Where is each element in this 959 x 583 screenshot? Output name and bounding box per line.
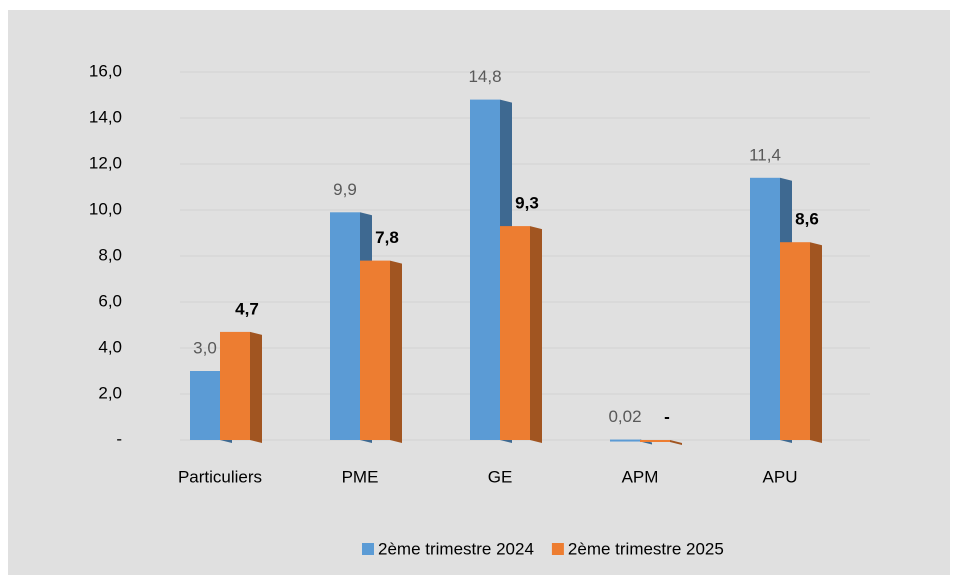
y-tick-label: 12,0 [89,153,122,172]
bar [750,177,780,441]
bar-side [390,260,402,443]
y-tick-label: 6,0 [98,291,122,310]
bar [220,331,250,440]
y-tick-label: 14,0 [89,107,122,126]
y-tick-label: 2,0 [98,383,122,402]
x-tick-label: PME [342,467,379,486]
bar-side [530,226,542,443]
value-label: 4,7 [235,299,259,318]
y-tick-label: 8,0 [98,245,122,264]
bar [500,226,530,440]
legend-label: 2ème trimestre 2024 [378,539,534,558]
value-label: 3,0 [193,338,217,357]
y-tick-label: - [116,429,122,448]
value-label: 8,6 [795,210,819,229]
x-tick-label: APU [763,467,798,486]
value-label: 9,9 [333,180,357,199]
legend-label: 2ème trimestre 2025 [568,539,724,558]
bar [360,260,390,440]
x-tick-label: Particuliers [178,467,262,486]
bar [330,212,360,440]
value-label: 7,8 [375,228,399,247]
value-label: 0,02 [608,407,641,426]
bar [610,439,640,442]
bar [780,242,810,440]
bar [640,440,670,442]
legend-swatch [362,543,374,555]
value-label: 11,4 [749,145,781,164]
legend-swatch [551,543,564,555]
value-label: 14,8 [468,67,501,86]
value-label: 9,3 [515,194,539,213]
y-tick-label: 4,0 [98,337,122,356]
bar [190,371,220,440]
value-label: - [664,407,670,426]
x-tick-label: APM [622,467,659,486]
bar [470,99,500,440]
bar-side [670,440,682,445]
bar-side [250,331,262,443]
bar-side [810,242,822,443]
y-tick-label: 16,0 [89,61,122,80]
y-tick-label: 10,0 [89,199,122,218]
x-tick-label: GE [488,467,513,486]
